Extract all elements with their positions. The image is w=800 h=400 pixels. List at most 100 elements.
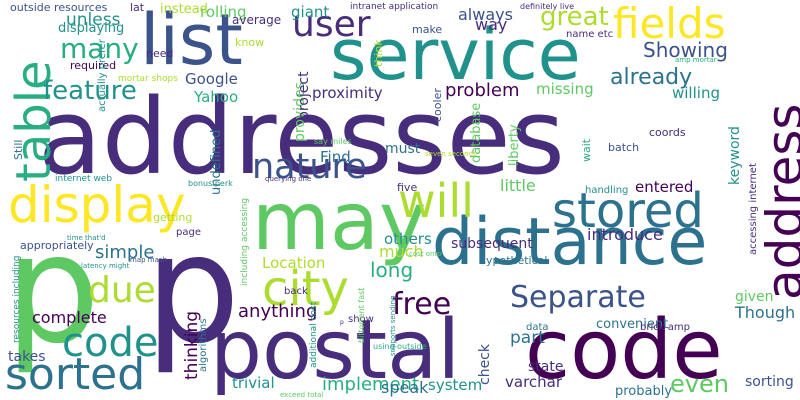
word-address: address <box>756 103 800 300</box>
word-rolling: rolling <box>200 3 247 21</box>
word-way: way <box>475 15 508 34</box>
word-display: display <box>8 176 186 234</box>
word-system: system <box>428 376 483 394</box>
word-using-outside: using outside <box>373 342 427 351</box>
word-displaying: displaying <box>58 21 125 36</box>
word-distance: distance <box>432 205 708 280</box>
word-need: need <box>146 47 174 60</box>
word-map-mash: map mash <box>130 256 167 264</box>
word-convenient: convenient <box>596 317 669 332</box>
word-bonus-perk: bonus perk <box>188 179 233 188</box>
word-internet-web: internet web <box>55 174 113 184</box>
word-five: five <box>397 181 418 194</box>
word-unless: unless <box>66 10 121 30</box>
word-p: p <box>145 203 241 377</box>
word-getting: getting <box>153 211 193 224</box>
word-simple: simple <box>95 242 155 263</box>
word-time-that-d: time that'd <box>67 234 106 242</box>
word-accessing-internet: accessing internet <box>748 163 759 255</box>
word-back: back <box>284 286 308 297</box>
word-proximity: proximity <box>312 84 383 102</box>
word-know: know <box>235 36 265 49</box>
word-speak: speak <box>381 378 429 397</box>
word-outside-resources: outside resources <box>10 1 108 14</box>
word-project: project <box>296 71 312 120</box>
word-always: always <box>458 5 513 24</box>
word-instead: instead <box>160 2 208 17</box>
word-subsequent: subsequent <box>451 236 533 252</box>
word-will: will <box>398 174 474 228</box>
word-addresses: addresses <box>38 76 565 198</box>
word-say-miles: say miles <box>314 137 352 146</box>
word-algorithms: algorithms <box>198 318 209 372</box>
word-actually-prefer: actually prefer <box>97 39 108 112</box>
word-seven-seconds: seven seconds <box>425 150 477 158</box>
word-nature: nature <box>252 147 367 187</box>
word-entered: entered <box>635 178 694 196</box>
word-code: code <box>525 303 723 398</box>
word-hypothetical: hypothetical <box>479 254 548 267</box>
word-querying-one: querying one <box>265 175 312 183</box>
word-part: part <box>510 328 545 348</box>
word-little: little <box>500 176 536 195</box>
word-varchar: varchar <box>505 373 563 391</box>
word-mortar-shops: mortar shops <box>118 74 178 84</box>
word-check: check <box>477 344 493 385</box>
word-fields: fields <box>613 0 726 48</box>
word-implement: implement <box>322 374 420 395</box>
word-average: average <box>232 13 282 27</box>
word-anything: anything <box>238 301 318 322</box>
word-problem: problem <box>445 80 520 101</box>
word-cost-onto: cost onto <box>409 250 442 258</box>
word-long: long <box>370 258 414 282</box>
word-state: state <box>528 359 564 375</box>
word-handling: handling <box>585 185 629 196</box>
word-complete: complete <box>32 308 107 327</box>
word-stored: stored <box>552 183 704 239</box>
word-postal: postal <box>210 303 461 398</box>
word-find: Find <box>320 148 351 166</box>
word-p: p <box>5 203 101 377</box>
word-additional-cost: additional cost <box>309 301 319 368</box>
word-coords: coords <box>649 126 686 139</box>
word-sorted: sorted <box>5 349 146 400</box>
word-many: many <box>60 32 139 65</box>
word-separate: Separate <box>510 280 646 315</box>
word-introduce: introduce <box>587 225 663 244</box>
word-supports-sending: supports sending <box>389 295 397 356</box>
word-show: show <box>348 314 374 325</box>
word-must: must <box>385 141 421 157</box>
word-list: list <box>140 0 243 81</box>
word-wait: wait <box>580 138 593 162</box>
word-name-etc: name etc <box>566 29 614 40</box>
word-feature: feature <box>43 76 137 106</box>
word-though: Though <box>735 303 796 322</box>
word-google: Google <box>185 70 238 88</box>
word-code: code <box>62 320 159 366</box>
word-lat: lat <box>130 1 145 14</box>
word-showing: Showing <box>643 38 728 62</box>
word-already: already <box>610 65 693 90</box>
word-keyword: keyword <box>727 126 743 185</box>
word-giant: giant <box>291 3 330 21</box>
word-missing: missing <box>536 80 594 98</box>
word-make: make <box>412 23 443 36</box>
word-page: page <box>176 227 201 238</box>
word-location: Location <box>262 254 326 272</box>
word-service: service <box>330 14 581 96</box>
word-intranet-application: intranet application <box>350 2 439 12</box>
word-p: p <box>340 319 344 326</box>
word-think: think <box>372 39 385 67</box>
word-probably: probably <box>615 384 673 399</box>
word-great: great <box>540 2 609 32</box>
word-takes: takes <box>8 349 46 365</box>
word-sorting: sorting <box>745 374 794 390</box>
word-appropriately: appropriately <box>20 239 94 252</box>
word-data: data <box>526 322 549 333</box>
word-liberty: liberty <box>507 124 522 166</box>
word-definitely-live: definitely live <box>520 2 574 11</box>
word-amp-mortar: amp mortar <box>675 56 717 64</box>
word-exceed-total: exceed total <box>280 391 324 399</box>
word-resources-including: resources including <box>12 255 22 343</box>
